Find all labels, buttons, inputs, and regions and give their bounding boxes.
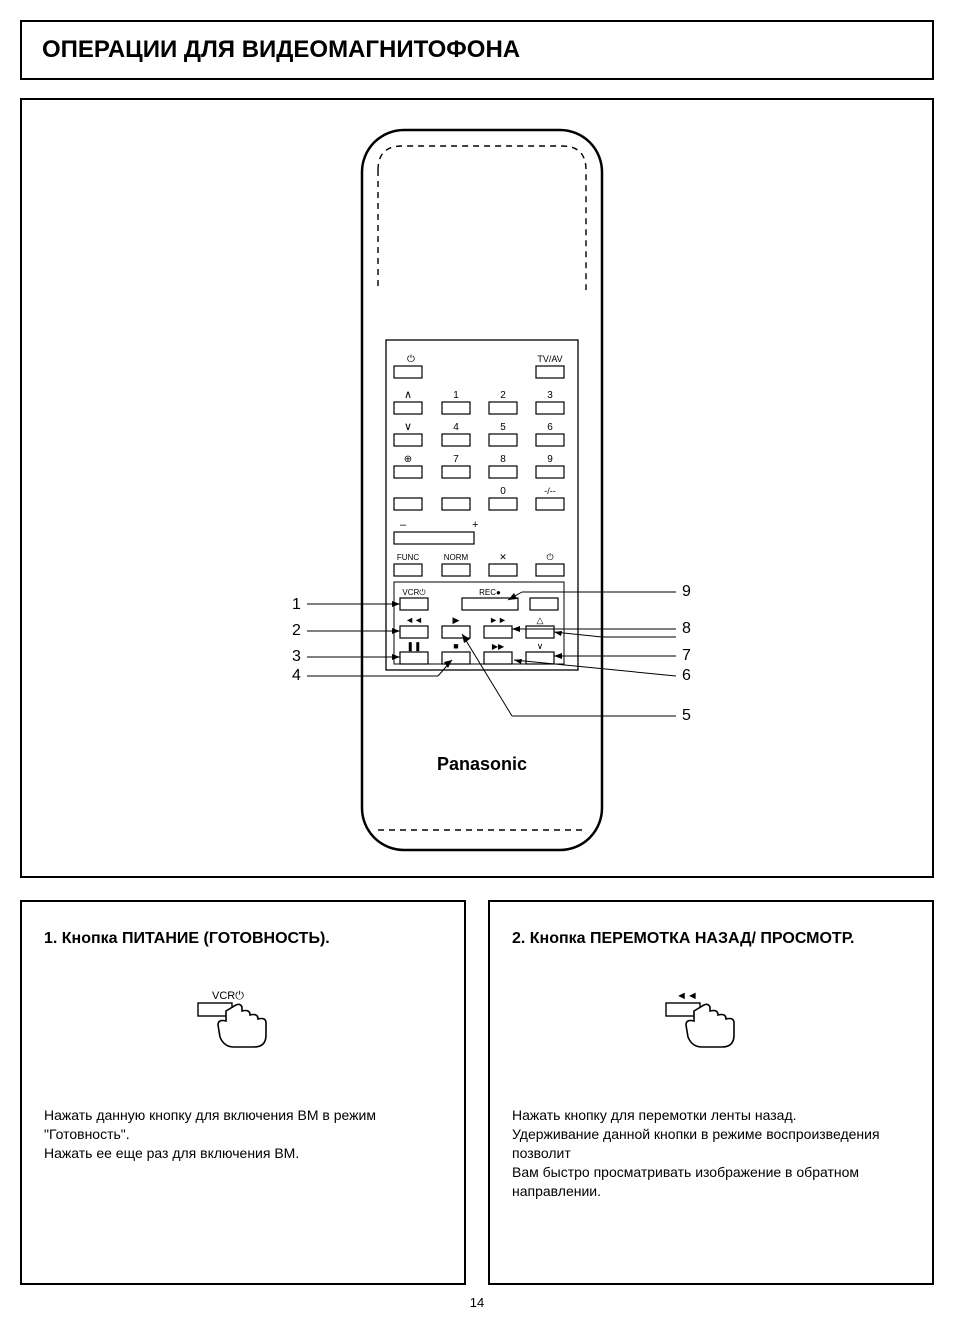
svg-text:⏻: ⏻: [546, 552, 553, 562]
svg-text:1: 1: [453, 390, 459, 401]
svg-text:+: +: [472, 519, 478, 531]
svg-text:REC●: REC●: [479, 588, 501, 597]
svg-text:2: 2: [292, 622, 301, 639]
svg-text:7: 7: [682, 647, 691, 664]
svg-text:5: 5: [500, 422, 506, 433]
desc2-heading: 2. Кнопка ПЕРЕМОТКА НАЗАД/ ПРОСМОТР.: [512, 930, 910, 948]
svg-text:FUNC: FUNC: [397, 553, 419, 562]
svg-text:6: 6: [547, 422, 553, 433]
svg-text:9: 9: [682, 583, 691, 600]
svg-text:1: 1: [292, 596, 301, 613]
hand-press-icon: ◄◄: [656, 981, 766, 1061]
svg-text:▶▶: ▶▶: [492, 642, 505, 651]
svg-text:9: 9: [547, 454, 553, 465]
svg-text:3: 3: [292, 648, 301, 665]
page-number: 14: [20, 1295, 934, 1310]
svg-text:►►: ►►: [489, 615, 507, 625]
page-title: ОПЕРАЦИИ ДЛЯ ВИДЕОМАГНИТОФОНА: [42, 36, 912, 64]
svg-text:0: 0: [500, 486, 506, 497]
svg-text:-/--: -/--: [544, 486, 556, 496]
hand-press-icon: VCR⏻: [188, 981, 298, 1061]
svg-text:✕: ✕: [499, 552, 507, 562]
svg-text:△: △: [537, 615, 544, 625]
svg-text:8: 8: [682, 620, 691, 637]
svg-text:❚❚: ❚❚: [406, 641, 421, 652]
svg-text:∨: ∨: [404, 421, 412, 433]
brand-label: Panasonic: [437, 754, 527, 774]
desc1-text: Нажать данную кнопку для включения ВМ в …: [44, 1106, 442, 1163]
svg-text:◄◄: ◄◄: [405, 615, 423, 625]
svg-text:∧: ∧: [404, 389, 412, 401]
svg-text:6: 6: [682, 667, 691, 684]
svg-text:VCR⏻: VCR⏻: [212, 990, 244, 1002]
svg-text:2: 2: [500, 390, 506, 401]
svg-text:8: 8: [500, 454, 506, 465]
remote-diagram: ⏻ TV/AV ∧ 1 2 3 ∨ 4 5 6 ⊕ 7 8 9 0 -/-- –…: [42, 120, 922, 860]
desc-box-2: 2. Кнопка ПЕРЕМОТКА НАЗАД/ ПРОСМОТР. ◄◄ …: [488, 900, 934, 1285]
svg-text:4: 4: [292, 667, 301, 684]
svg-text:4: 4: [453, 422, 459, 433]
description-row: 1. Кнопка ПИТАНИЕ (ГОТОВНОСТЬ). VCR⏻ Наж…: [20, 900, 934, 1285]
desc1-heading: 1. Кнопка ПИТАНИЕ (ГОТОВНОСТЬ).: [44, 930, 442, 948]
svg-text:3: 3: [547, 390, 553, 401]
svg-text:∨: ∨: [537, 641, 544, 651]
svg-text:⊕: ⊕: [404, 454, 412, 465]
svg-text:◄◄: ◄◄: [676, 990, 698, 1002]
svg-text:7: 7: [453, 454, 459, 465]
diagram-panel: ⏻ TV/AV ∧ 1 2 3 ∨ 4 5 6 ⊕ 7 8 9 0 -/-- –…: [20, 98, 934, 878]
svg-text:NORM: NORM: [444, 553, 469, 562]
svg-text:▶: ▶: [453, 615, 460, 625]
desc2-text: Нажать кнопку для перемотки ленты назад.…: [512, 1106, 910, 1200]
tvav-label: TV/AV: [537, 354, 562, 364]
svg-text:–: –: [400, 519, 407, 531]
svg-text:5: 5: [682, 707, 691, 724]
svg-text:VCR⏻: VCR⏻: [402, 588, 426, 597]
title-panel: ОПЕРАЦИИ ДЛЯ ВИДЕОМАГНИТОФОНА: [20, 20, 934, 80]
desc-box-1: 1. Кнопка ПИТАНИЕ (ГОТОВНОСТЬ). VCR⏻ Наж…: [20, 900, 466, 1285]
svg-text:■: ■: [453, 641, 458, 651]
svg-text:⏻: ⏻: [407, 354, 415, 365]
